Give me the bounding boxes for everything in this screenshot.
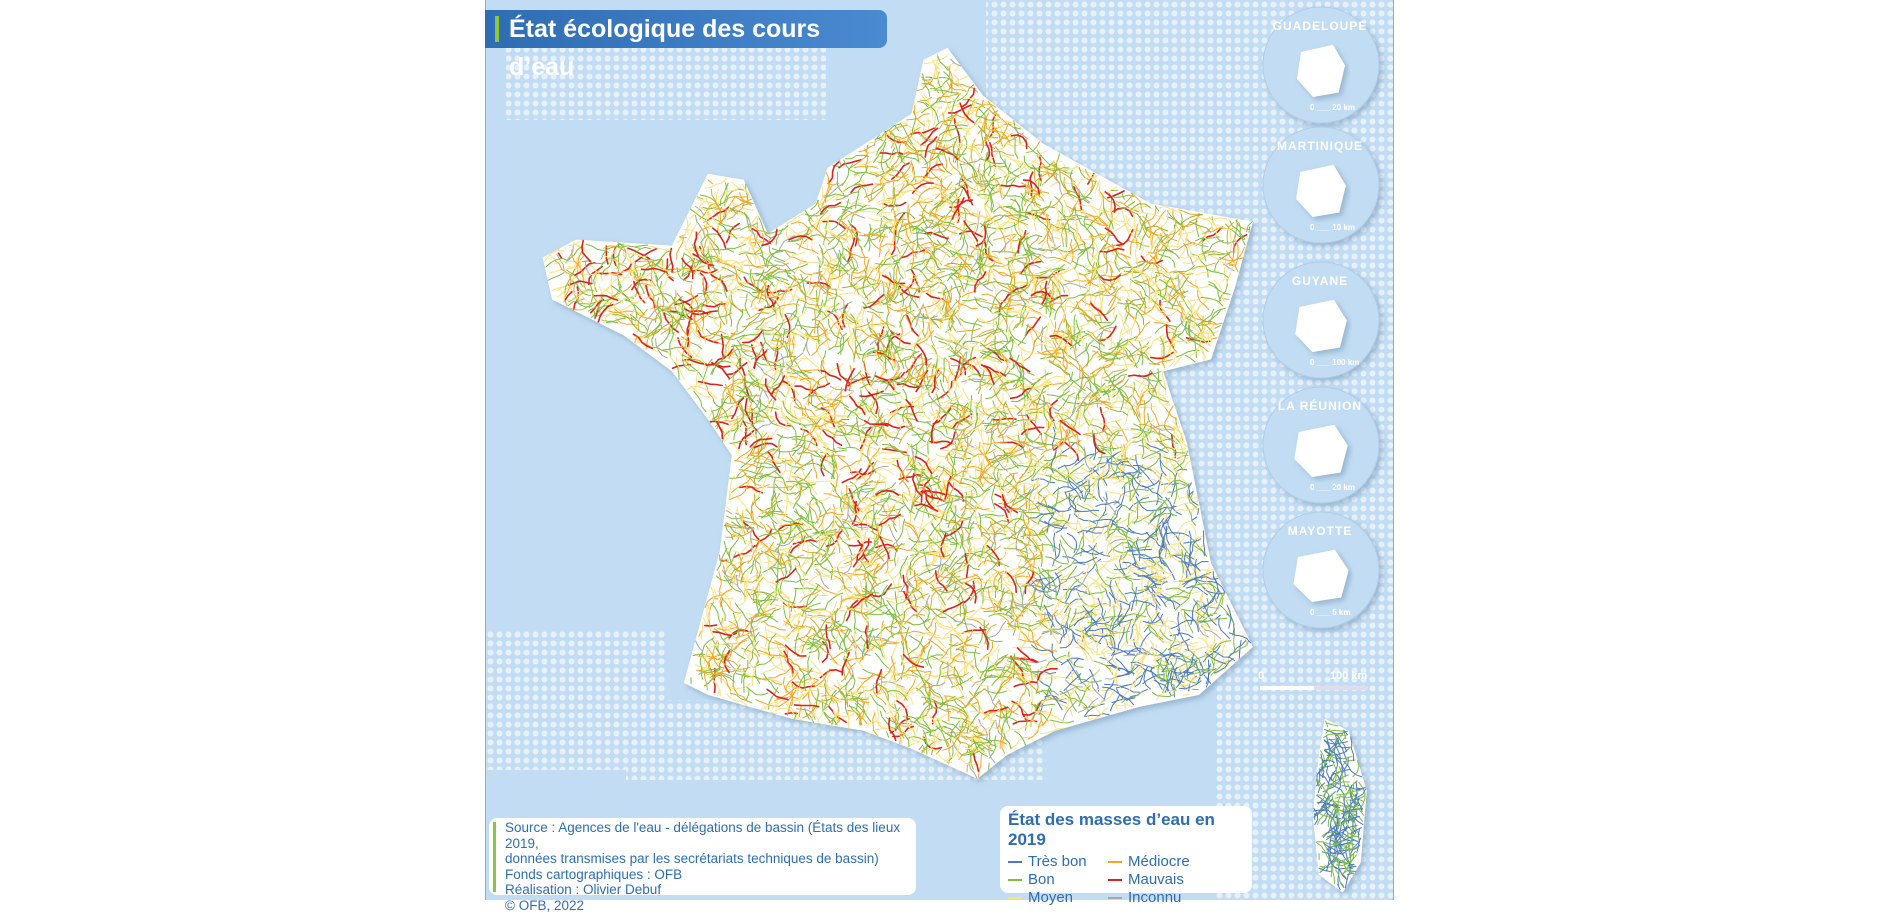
river-segment xyxy=(1183,695,1189,696)
river-segment xyxy=(618,244,624,245)
map xyxy=(485,0,1394,900)
river-segment xyxy=(894,217,895,241)
map-canvas xyxy=(486,0,1393,900)
river-segment xyxy=(1249,227,1250,233)
river-segment xyxy=(900,738,901,744)
river-segment xyxy=(705,625,717,626)
river-segment xyxy=(924,747,925,753)
